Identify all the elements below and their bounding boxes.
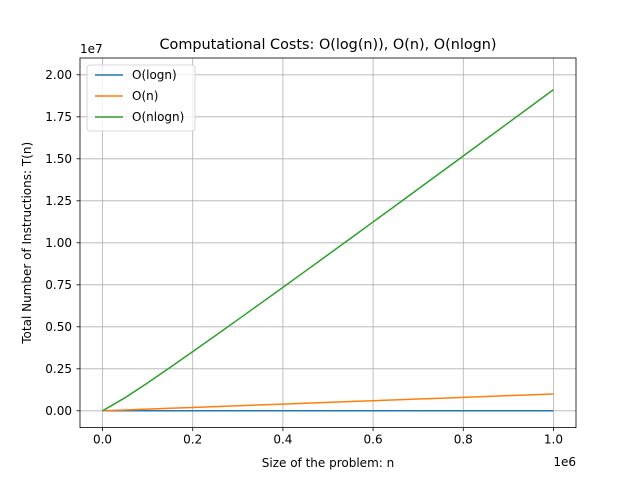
- chart-title: Computational Costs: O(log(n)), O(n), O(…: [159, 37, 496, 53]
- x-tick-label: 0.2: [183, 433, 202, 447]
- legend: O(logn) O(n) O(nlogn): [86, 64, 196, 132]
- y-tick-label: 1.50: [45, 152, 72, 166]
- series-line-1: [102, 393, 554, 412]
- y-tick-label: 0.50: [45, 320, 72, 334]
- x-tick-label: 1.0: [544, 433, 563, 447]
- legend-label: O(nlogn): [132, 110, 184, 124]
- series-line-2: [102, 89, 554, 412]
- y-tick-label: 0.00: [45, 404, 72, 418]
- series-lines: [102, 89, 554, 412]
- x-tick-label: 0.0: [93, 433, 112, 447]
- y-tick-label: 1.25: [45, 194, 72, 208]
- y-tick-label: 0.25: [45, 362, 72, 376]
- x-axis-offset-label: 1e6: [553, 455, 576, 469]
- x-tick-label: 0.6: [364, 433, 383, 447]
- grid: [80, 58, 576, 428]
- x-axis-ticks: 0.0 0.2 0.4 0.6 0.8 1.0: [93, 427, 563, 447]
- legend-label: O(n): [132, 89, 158, 103]
- y-tick-label: 0.75: [45, 278, 72, 292]
- x-tick-label: 0.4: [273, 433, 292, 447]
- y-axis-offset-label: 1e7: [80, 42, 103, 56]
- y-axis-label: Total Number of Instructions: T(n): [20, 142, 34, 345]
- x-tick-label: 0.8: [454, 433, 473, 447]
- legend-box: [86, 64, 196, 132]
- legend-label: O(logn): [132, 68, 177, 82]
- x-axis-label: Size of the problem: n: [262, 456, 394, 470]
- y-tick-label: 2.00: [45, 68, 72, 82]
- y-tick-label: 1.00: [45, 236, 72, 250]
- y-tick-label: 1.75: [45, 110, 72, 124]
- y-axis-ticks: 0.00 0.25 0.50 0.75 1.00 1.25 1.50 1.75 2.00: [45, 68, 80, 418]
